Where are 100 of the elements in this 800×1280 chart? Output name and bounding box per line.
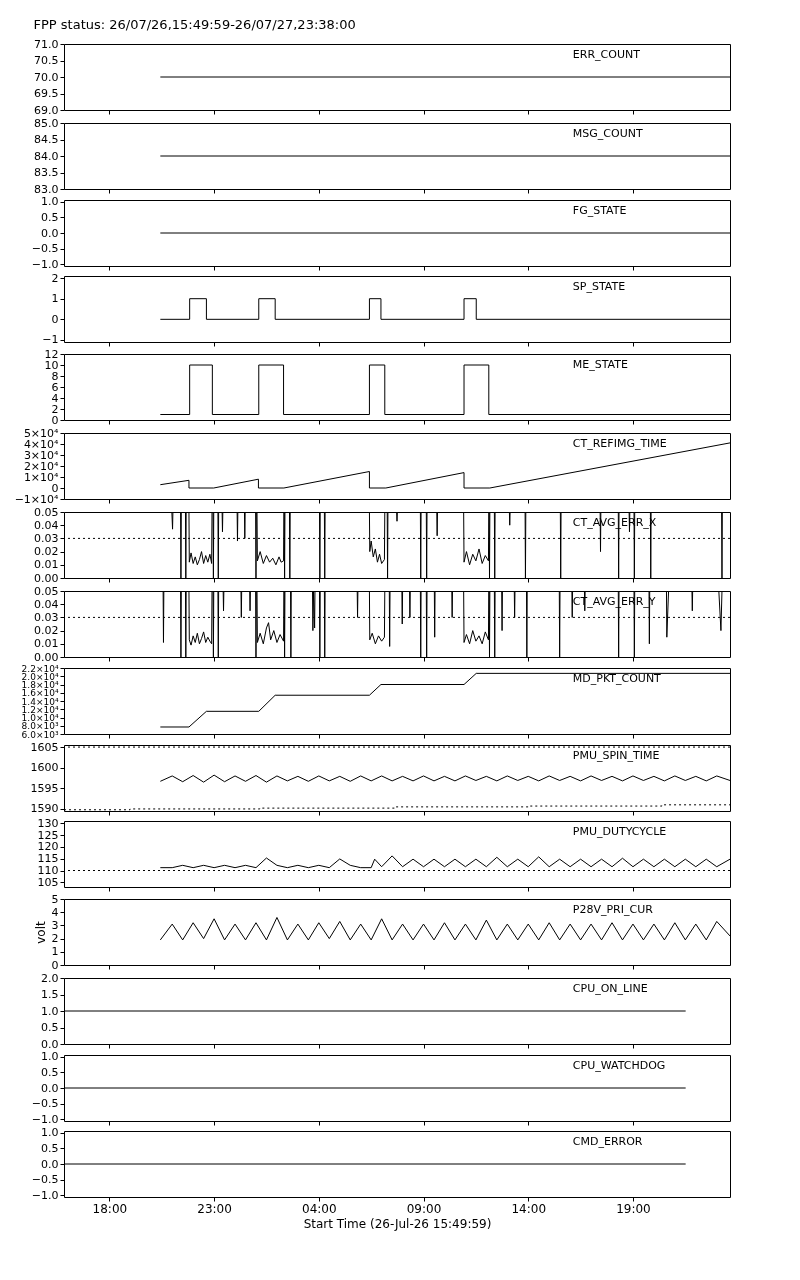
y-tick-label: 110 [37,864,59,877]
y-tick-label: 0.02 [34,545,59,559]
annotation: ME_STATE [572,358,628,372]
y-tick-label: 0 [51,413,59,427]
y-tick-label: 0.05 [34,505,59,519]
y-tick-label: 1.0 [41,1126,59,1140]
y-tick-label: 84.5 [34,133,59,146]
y-tick-label: 1.2×10⁴ [21,704,59,715]
y-tick-label: 0.00 [34,650,59,664]
x-tick-label: 18:00 [92,1201,128,1216]
annotation: FG_STATE [572,204,627,218]
y-tick-label: −1.0 [31,1188,59,1202]
y-tick-label: 0.00 [34,571,59,585]
chart-title: FPP status: 26/07/26,15:49:59-26/07/27,23:38:00 [33,17,356,32]
y-tick-label: 4 [51,905,59,919]
y-tick-label: 1×10⁴ [23,470,60,484]
y-tick-label: 69.5 [34,87,59,100]
y-tick-label: 1.0 [41,195,59,209]
y-tick-label: −0.5 [31,242,59,256]
y-tick-label: 1595 [30,781,59,795]
y-tick-label: 0.5 [41,1141,59,1155]
y-tick-label: 70.5 [34,54,59,67]
y-tick-label: 2.0×10⁴ [21,671,59,682]
annotation: CPU_WATCHDOG [572,1059,666,1073]
y-tick-label: 0 [51,958,59,972]
y-tick-label: 85.0 [34,116,59,130]
annotation: MD_PKT_COUNT [572,672,662,686]
y-tick-label: 83.5 [34,166,59,179]
y-tick-label: 4×10⁴ [23,437,60,451]
annotation: ERR_COUNT [572,48,641,62]
y-tick-label: 1.5 [41,988,59,1001]
annotation: P28V_PRI_CUR [572,903,654,917]
y-tick-label: 2.2×10⁴ [21,663,59,674]
y-tick-label: 0 [51,481,59,495]
y-tick-label: 1.6×10⁴ [21,688,59,699]
y-tick-label: 8.0×10³ [21,721,59,732]
y-tick-label: 1605 [30,740,59,754]
y-tick-label: 3×10⁴ [23,448,60,462]
x-tick-label: 23:00 [197,1201,232,1216]
y-tick-label: 6 [51,380,59,394]
annotation: CT_REFIMG_TIME [572,437,667,451]
y-tick-label: 5×10⁴ [23,426,60,440]
y-tick-label: 84.0 [34,149,59,163]
y-tick-label: −1 [42,333,59,347]
y-tick-label: 2 [51,271,59,285]
y-tick-label: −0.5 [31,1173,59,1187]
y-tick-label: 0.02 [34,624,59,638]
y-tick-label: 0.5 [41,210,59,224]
y-tick-label: 130 [37,816,59,830]
y-tick-label: 70.0 [34,70,59,84]
y-tick-label: 1600 [30,761,59,775]
y-tick-label: 0.0 [41,1157,59,1171]
y-tick-label: 1.8×10⁴ [21,680,59,690]
x-tick-label: 14:00 [511,1201,547,1216]
y-tick-label: 0.0 [41,1081,59,1095]
y-tick-label: −1×10⁴ [14,492,60,506]
y-tick-label: 2×10⁴ [23,459,60,473]
y-tick-label: 0.0 [41,1037,59,1051]
x-tick-label: 04:00 [302,1201,337,1216]
y-tick-label: 2 [51,932,59,946]
y-tick-label: 1 [51,292,59,306]
y-tick-label: 6.0×10³ [21,729,59,740]
y-tick-label: 1.4×10⁴ [21,696,59,707]
y-tick-label: −1.0 [31,1112,59,1126]
y-tick-label: 2 [51,402,59,416]
x-tick-label: 09:00 [406,1201,442,1216]
annotation: PMU_DUTYCYCLE [572,825,667,839]
y-tick-label: 2.0 [41,971,59,985]
y-tick-label: 1.0 [41,1004,59,1018]
y-tick-label: 69.0 [34,103,59,117]
y-tick-label: 83.0 [34,182,59,196]
y-tick-label: 1.0×10⁴ [21,713,59,723]
y-tick-label: 12 [44,347,59,361]
annotation: CPU_ON_LINE [572,982,648,996]
y-tick-label: 0.01 [34,637,59,651]
x-axis-title: Start Time (26-Jul-26 15:49:59) [303,1216,492,1231]
y-tick-label: 1.0 [41,1050,59,1064]
y-tick-label: 1590 [30,802,59,816]
y-tick-label: −1.0 [31,257,59,271]
y-tick-label: 0.05 [34,584,59,598]
y-tick-label: 0.0 [41,226,59,240]
y-tick-label: 5 [51,892,59,906]
annotation: CMD_ERROR [572,1135,643,1149]
annotation: SP_STATE [572,280,626,294]
y-tick-label: 3 [51,918,59,932]
y-tick-label: 8 [51,369,59,383]
y-tick-label: 0.04 [34,518,59,532]
y-tick-label: 105 [37,875,59,889]
y-tick-label: 1 [51,945,59,959]
y-tick-label: 0 [51,312,59,326]
y-tick-label: 115 [37,852,59,866]
y-tick-label: 125 [37,828,59,842]
annotation: PMU_SPIN_TIME [572,749,660,763]
y-tick-label: −0.5 [31,1097,59,1111]
y-tick-label: 0.01 [34,558,59,572]
y-tick-label: 4 [51,391,59,405]
y-tick-label: 0.04 [34,597,59,611]
y-tick-label: 71.0 [34,37,59,51]
y-tick-label: 0.03 [34,610,59,624]
y-tick-label: 0.03 [34,531,59,545]
